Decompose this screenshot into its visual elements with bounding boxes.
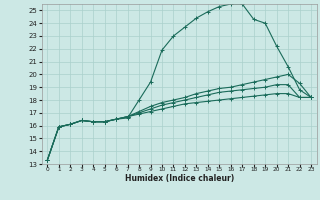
X-axis label: Humidex (Indice chaleur): Humidex (Indice chaleur) (124, 174, 234, 183)
